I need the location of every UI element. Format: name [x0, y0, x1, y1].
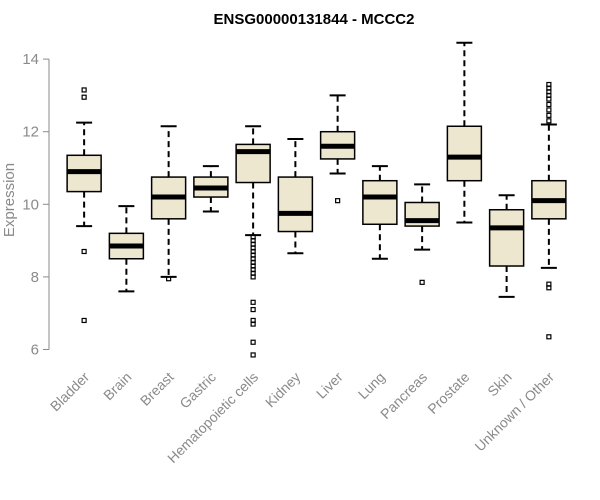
box	[488, 208, 525, 267]
x-tick-label: Breast	[137, 369, 177, 409]
plot-area	[66, 41, 567, 358]
x-tick-label: Bladder	[47, 369, 93, 415]
outlier-point	[546, 96, 552, 102]
outlier-point	[546, 118, 552, 124]
x-tick-label: Pancreas	[377, 369, 430, 422]
outlier-point	[546, 112, 552, 118]
y-tick-label: 8	[31, 269, 39, 286]
box	[277, 176, 314, 233]
x-tick-label: Brain	[100, 369, 134, 403]
y-axis-label: Expression	[1, 163, 18, 237]
outlier-point	[166, 276, 172, 282]
box-group-breast	[150, 125, 187, 282]
box-group-brain	[108, 205, 145, 293]
box-group-lung	[362, 165, 398, 260]
outlier-point	[335, 198, 341, 204]
outlier-point	[419, 279, 425, 285]
y-tick-label: 6	[31, 342, 39, 359]
outlier-point	[81, 248, 87, 255]
outlier-point	[546, 101, 552, 108]
y-tick-label: 12	[22, 124, 39, 141]
box-group-skin	[488, 194, 525, 298]
x-tick-label: Skin	[484, 369, 515, 400]
box-group-liver	[319, 94, 356, 204]
box-group-pancreas	[404, 183, 440, 285]
x-tick-label: Unknown / Other	[471, 369, 557, 455]
box-group-kidney	[277, 137, 314, 255]
outlier-point	[81, 317, 87, 324]
outlier-point	[250, 274, 256, 280]
outlier-point	[546, 107, 552, 113]
outlier-point	[250, 339, 256, 345]
outlier-point	[546, 334, 552, 340]
box-group-bladder	[66, 87, 102, 324]
y-tick-label: 14	[22, 51, 39, 68]
outlier-point	[250, 299, 256, 305]
outlier-point	[546, 285, 552, 291]
x-tick-label: Lung	[355, 369, 388, 402]
x-tick-label: Prostate	[424, 369, 472, 417]
box	[446, 125, 483, 182]
y-axis: 6 8 10 12 14	[22, 51, 50, 359]
x-tick-label: Liver	[313, 369, 346, 402]
box-group-prostate	[446, 41, 483, 224]
box	[362, 179, 398, 226]
outlier-point	[250, 321, 256, 327]
outlier-point	[81, 94, 87, 100]
outlier-point	[250, 352, 256, 358]
box-group-gastric	[193, 165, 229, 213]
box-group-unknown-other	[531, 81, 567, 340]
box-group-hematopoietic-cells	[235, 125, 271, 358]
y-tick-label: 10	[22, 196, 39, 213]
chart-title: ENSG00000131844 - MCCC2	[214, 11, 415, 28]
outlier-point	[81, 87, 87, 93]
x-tick-label: Kidney	[262, 369, 304, 411]
outlier-point	[250, 306, 256, 313]
